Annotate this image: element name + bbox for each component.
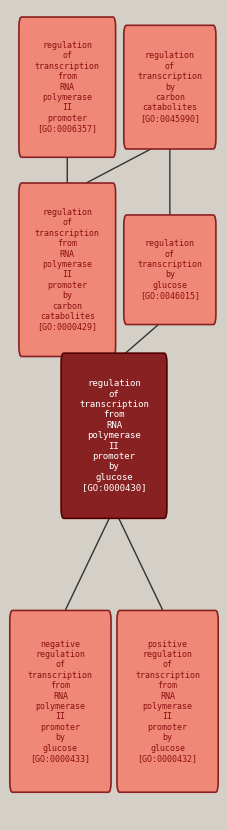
Text: regulation
of
transcription
by
glucose
[GO:0046015]: regulation of transcription by glucose [… — [137, 239, 202, 300]
FancyBboxPatch shape — [123, 215, 215, 325]
FancyBboxPatch shape — [10, 611, 111, 792]
Text: regulation
of
transcription
from
RNA
polymerase
II
promoter
by
carbon
catabolite: regulation of transcription from RNA pol… — [35, 208, 99, 331]
FancyBboxPatch shape — [116, 611, 217, 792]
Text: regulation
of
transcription
from
RNA
polymerase
II
promoter
[GO:0006357]: regulation of transcription from RNA pol… — [35, 41, 99, 134]
Text: regulation
of
transcription
by
carbon
catabolites
[GO:0045990]: regulation of transcription by carbon ca… — [137, 51, 202, 123]
Text: regulation
of
transcription
from
RNA
polymerase
II
promoter
by
glucose
[GO:00004: regulation of transcription from RNA pol… — [79, 379, 148, 492]
Text: negative
regulation
of
transcription
from
RNA
polymerase
II
promoter
by
glucose
: negative regulation of transcription fro… — [28, 640, 93, 763]
FancyBboxPatch shape — [61, 354, 166, 518]
Text: positive
regulation
of
transcription
from
RNA
polymerase
II
promoter
by
glucose
: positive regulation of transcription fro… — [134, 640, 199, 763]
FancyBboxPatch shape — [123, 25, 215, 149]
FancyBboxPatch shape — [19, 17, 115, 157]
FancyBboxPatch shape — [19, 183, 115, 357]
